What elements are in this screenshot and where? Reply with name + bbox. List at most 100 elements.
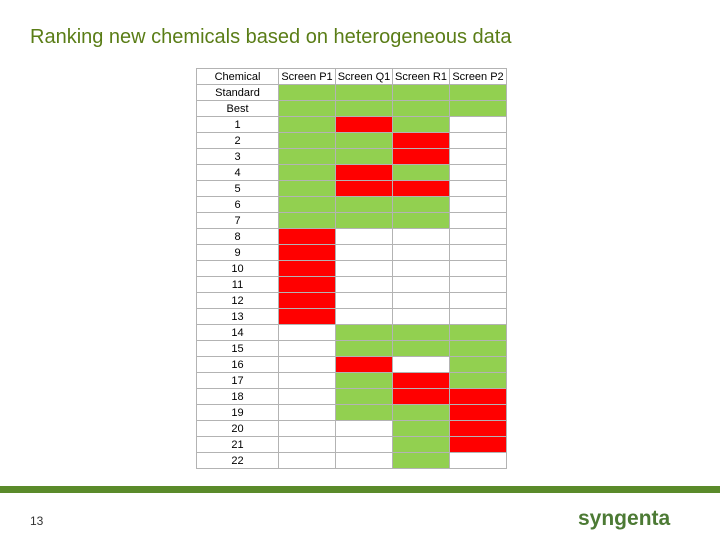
result-cell-q1 (335, 356, 393, 373)
row-label: Standard (196, 84, 279, 101)
table-body: Standard Best 1 2 3 4 5 6 7 8 9 10 11 12 13 14 15 16 17 18 1… (196, 84, 507, 469)
result-cell-p2 (449, 308, 507, 325)
result-cell-r1 (392, 180, 450, 197)
result-cell-q1 (335, 292, 393, 309)
table-row: 13 (196, 308, 507, 325)
footer-bar (0, 486, 720, 493)
result-cell-p2 (449, 244, 507, 261)
table-row: 6 (196, 196, 507, 213)
result-cell-p1 (278, 100, 336, 117)
table-row: 11 (196, 276, 507, 293)
result-cell-p1 (278, 84, 336, 101)
row-label: 2 (196, 132, 279, 149)
result-cell-p2 (449, 388, 507, 405)
result-cell-q1 (335, 132, 393, 149)
result-cell-r1 (392, 164, 450, 181)
result-cell-p2 (449, 228, 507, 245)
result-cell-p2 (449, 420, 507, 437)
result-cell-p1 (278, 260, 336, 277)
result-cell-r1 (392, 356, 450, 373)
result-cell-p1 (278, 116, 336, 133)
table-row: 5 (196, 180, 507, 197)
result-cell-q1 (335, 340, 393, 357)
result-cell-r1 (392, 436, 450, 453)
row-label: 10 (196, 260, 279, 277)
table-row: Best (196, 100, 507, 117)
result-cell-q1 (335, 436, 393, 453)
result-cell-r1 (392, 100, 450, 117)
result-cell-q1 (335, 84, 393, 101)
result-cell-q1 (335, 196, 393, 213)
syngenta-logo: syngenta (578, 507, 671, 530)
result-cell-r1 (392, 132, 450, 149)
result-cell-q1 (335, 404, 393, 421)
result-cell-r1 (392, 228, 450, 245)
result-cell-p1 (278, 420, 336, 437)
result-cell-q1 (335, 244, 393, 261)
result-cell-r1 (392, 420, 450, 437)
row-label: 14 (196, 324, 279, 341)
result-cell-q1 (335, 148, 393, 165)
row-label: 5 (196, 180, 279, 197)
result-cell-r1 (392, 260, 450, 277)
row-label: 22 (196, 452, 279, 469)
result-cell-q1 (335, 420, 393, 437)
table-row: 20 (196, 420, 507, 437)
result-cell-p1 (278, 212, 336, 229)
row-label: 12 (196, 292, 279, 309)
result-cell-p1 (278, 436, 336, 453)
result-cell-p1 (278, 452, 336, 469)
result-cell-r1 (392, 196, 450, 213)
result-cell-p1 (278, 164, 336, 181)
result-cell-p1 (278, 148, 336, 165)
result-cell-p1 (278, 404, 336, 421)
result-cell-r1 (392, 276, 450, 293)
table-row: 8 (196, 228, 507, 245)
row-label: 11 (196, 276, 279, 293)
result-cell-p1 (278, 388, 336, 405)
result-cell-p2 (449, 436, 507, 453)
table-row: 12 (196, 292, 507, 309)
result-cell-q1 (335, 100, 393, 117)
result-cell-p2 (449, 452, 507, 469)
table-row: 22 (196, 452, 507, 469)
row-label: 17 (196, 372, 279, 389)
table-row: 14 (196, 324, 507, 341)
result-cell-r1 (392, 116, 450, 133)
result-cell-q1 (335, 180, 393, 197)
result-cell-r1 (392, 212, 450, 229)
result-cell-p1 (278, 356, 336, 373)
result-cell-p2 (449, 324, 507, 341)
result-cell-p2 (449, 356, 507, 373)
header-screen-p1: Screen P1 (278, 68, 336, 85)
result-cell-p2 (449, 116, 507, 133)
result-cell-p2 (449, 260, 507, 277)
table-row: 21 (196, 436, 507, 453)
result-cell-q1 (335, 116, 393, 133)
result-cell-p2 (449, 100, 507, 117)
slide-title: Ranking new chemicals based on heterogen… (30, 26, 512, 48)
table-row: 16 (196, 356, 507, 373)
result-cell-p1 (278, 372, 336, 389)
result-cell-q1 (335, 452, 393, 469)
result-cell-q1 (335, 260, 393, 277)
row-label: Best (196, 100, 279, 117)
result-cell-q1 (335, 308, 393, 325)
result-cell-p1 (278, 276, 336, 293)
row-label: 18 (196, 388, 279, 405)
result-cell-r1 (392, 452, 450, 469)
result-cell-q1 (335, 228, 393, 245)
row-label: 13 (196, 308, 279, 325)
result-cell-r1 (392, 340, 450, 357)
result-cell-r1 (392, 388, 450, 405)
result-cell-p2 (449, 164, 507, 181)
table-row: Standard (196, 84, 507, 101)
result-cell-p2 (449, 132, 507, 149)
logo-wordmark: syngenta (578, 507, 671, 530)
result-cell-r1 (392, 292, 450, 309)
table-row: 4 (196, 164, 507, 181)
result-cell-p2 (449, 212, 507, 229)
row-label: 20 (196, 420, 279, 437)
header-screen-p2: Screen P2 (449, 68, 507, 85)
result-cell-p2 (449, 292, 507, 309)
